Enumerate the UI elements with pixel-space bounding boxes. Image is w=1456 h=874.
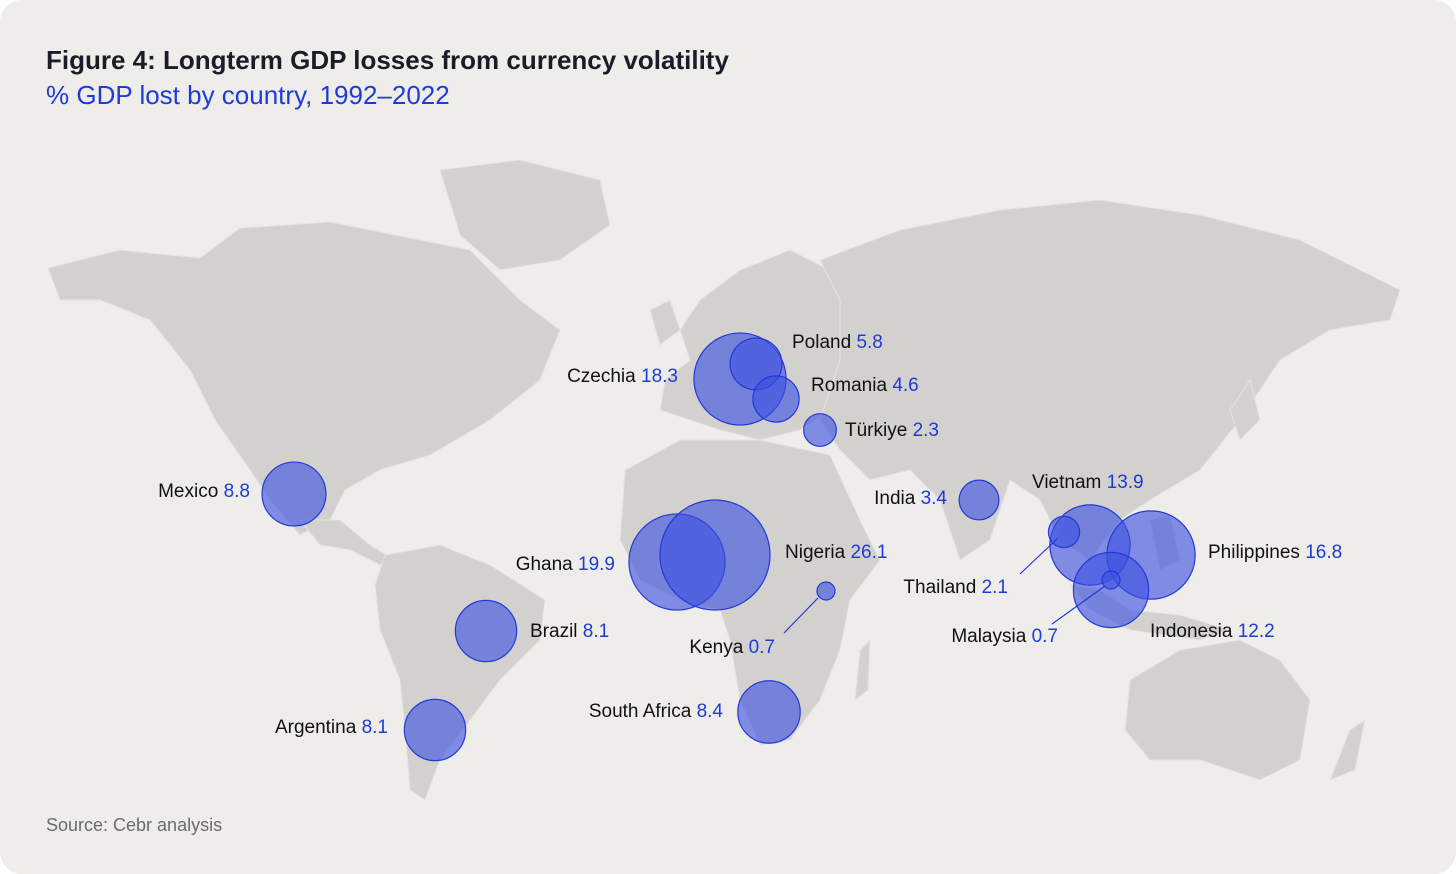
bubble-label: South Africa 8.4 (589, 701, 724, 722)
country-name: India (874, 488, 916, 509)
bubble-label: Mexico 8.8 (158, 481, 250, 502)
country-name: Kenya (689, 637, 743, 658)
country-name: Mexico (158, 481, 218, 502)
label-layer: Czechia 18.3 Poland 5.8 Romania 4.6 Türkiye… (158, 332, 1342, 738)
bubble-label: Türkiye 2.3 (845, 420, 939, 441)
leader-line (1019, 537, 1059, 575)
bubble-label: Argentina 8.1 (275, 717, 388, 738)
value-label: 0.7 (1032, 626, 1058, 647)
bubble-label: India 3.4 (874, 488, 947, 509)
value-label: 19.9 (578, 554, 615, 575)
bubble (659, 499, 771, 611)
bubble-label: Thailand 2.1 (903, 577, 1008, 598)
country-name: Czechia (567, 366, 636, 387)
land (1124, 639, 1311, 781)
source-note: Source: Cebr analysis (46, 815, 222, 835)
bubble (958, 479, 1000, 521)
chart-subtitle: % GDP lost by country, 1992–2022 (46, 80, 450, 110)
bubble-label: Kenya 0.7 (689, 637, 775, 658)
value-label: 2.3 (913, 420, 939, 441)
bubble (803, 413, 837, 447)
value-label: 26.1 (850, 542, 887, 563)
bubble-label: Czechia 18.3 (567, 366, 678, 387)
bubble-label: Romania 4.6 (811, 375, 919, 396)
land (47, 221, 561, 536)
country-name: Ghana (516, 554, 573, 575)
bubble-label: Malaysia 0.7 (951, 626, 1058, 647)
country-name: Argentina (275, 717, 357, 738)
bubble-label: Vietnam 13.9 (1032, 472, 1144, 493)
bubble-label: Ghana 19.9 (516, 554, 615, 575)
land (439, 159, 611, 271)
bubble (261, 461, 327, 527)
value-label: 8.1 (362, 717, 388, 738)
bubble (1072, 551, 1150, 629)
bubble-layer (261, 332, 1196, 762)
value-label: 4.6 (892, 375, 918, 396)
bubble (752, 375, 800, 423)
country-name: Brazil (530, 621, 578, 642)
land (854, 638, 871, 702)
land (649, 299, 681, 346)
country-name: Indonesia (1150, 621, 1233, 642)
chart-title: Figure 4: Longterm GDP losses from curre… (46, 45, 729, 75)
value-label: 8.8 (224, 481, 250, 502)
land (1329, 718, 1366, 781)
country-name: South Africa (589, 701, 692, 722)
value-label: 13.9 (1107, 472, 1144, 493)
bubble-label: Brazil 8.1 (530, 621, 609, 642)
bubble-label: Poland 5.8 (792, 332, 883, 353)
value-label: 16.8 (1305, 542, 1342, 563)
value-label: 3.4 (921, 488, 948, 509)
value-label: 5.8 (856, 332, 882, 353)
bubble-label: Indonesia 12.2 (1150, 621, 1275, 642)
bubble (737, 680, 801, 744)
leader-line (1051, 585, 1106, 625)
bubble (454, 599, 518, 663)
bubble (1101, 570, 1121, 590)
leader-line (783, 597, 819, 634)
bubble (403, 698, 467, 762)
value-label: 18.3 (641, 366, 678, 387)
country-name: Nigeria (785, 542, 846, 563)
country-name: Vietnam (1032, 472, 1101, 493)
land (1229, 378, 1261, 441)
value-label: 2.1 (982, 577, 1008, 598)
value-label: 8.1 (583, 621, 609, 642)
bubble-label: Philippines 16.8 (1208, 542, 1342, 563)
bubble (816, 581, 836, 601)
country-name: Poland (792, 332, 851, 353)
value-label: 8.4 (697, 701, 724, 722)
country-name: Türkiye (845, 420, 907, 441)
value-label: 12.2 (1238, 621, 1275, 642)
country-name: Thailand (903, 577, 976, 598)
country-name: Romania (811, 375, 887, 396)
country-name: Malaysia (951, 626, 1026, 647)
country-name: Philippines (1208, 542, 1300, 563)
bubble-label: Nigeria 26.1 (785, 542, 887, 563)
value-label: 0.7 (749, 637, 775, 658)
